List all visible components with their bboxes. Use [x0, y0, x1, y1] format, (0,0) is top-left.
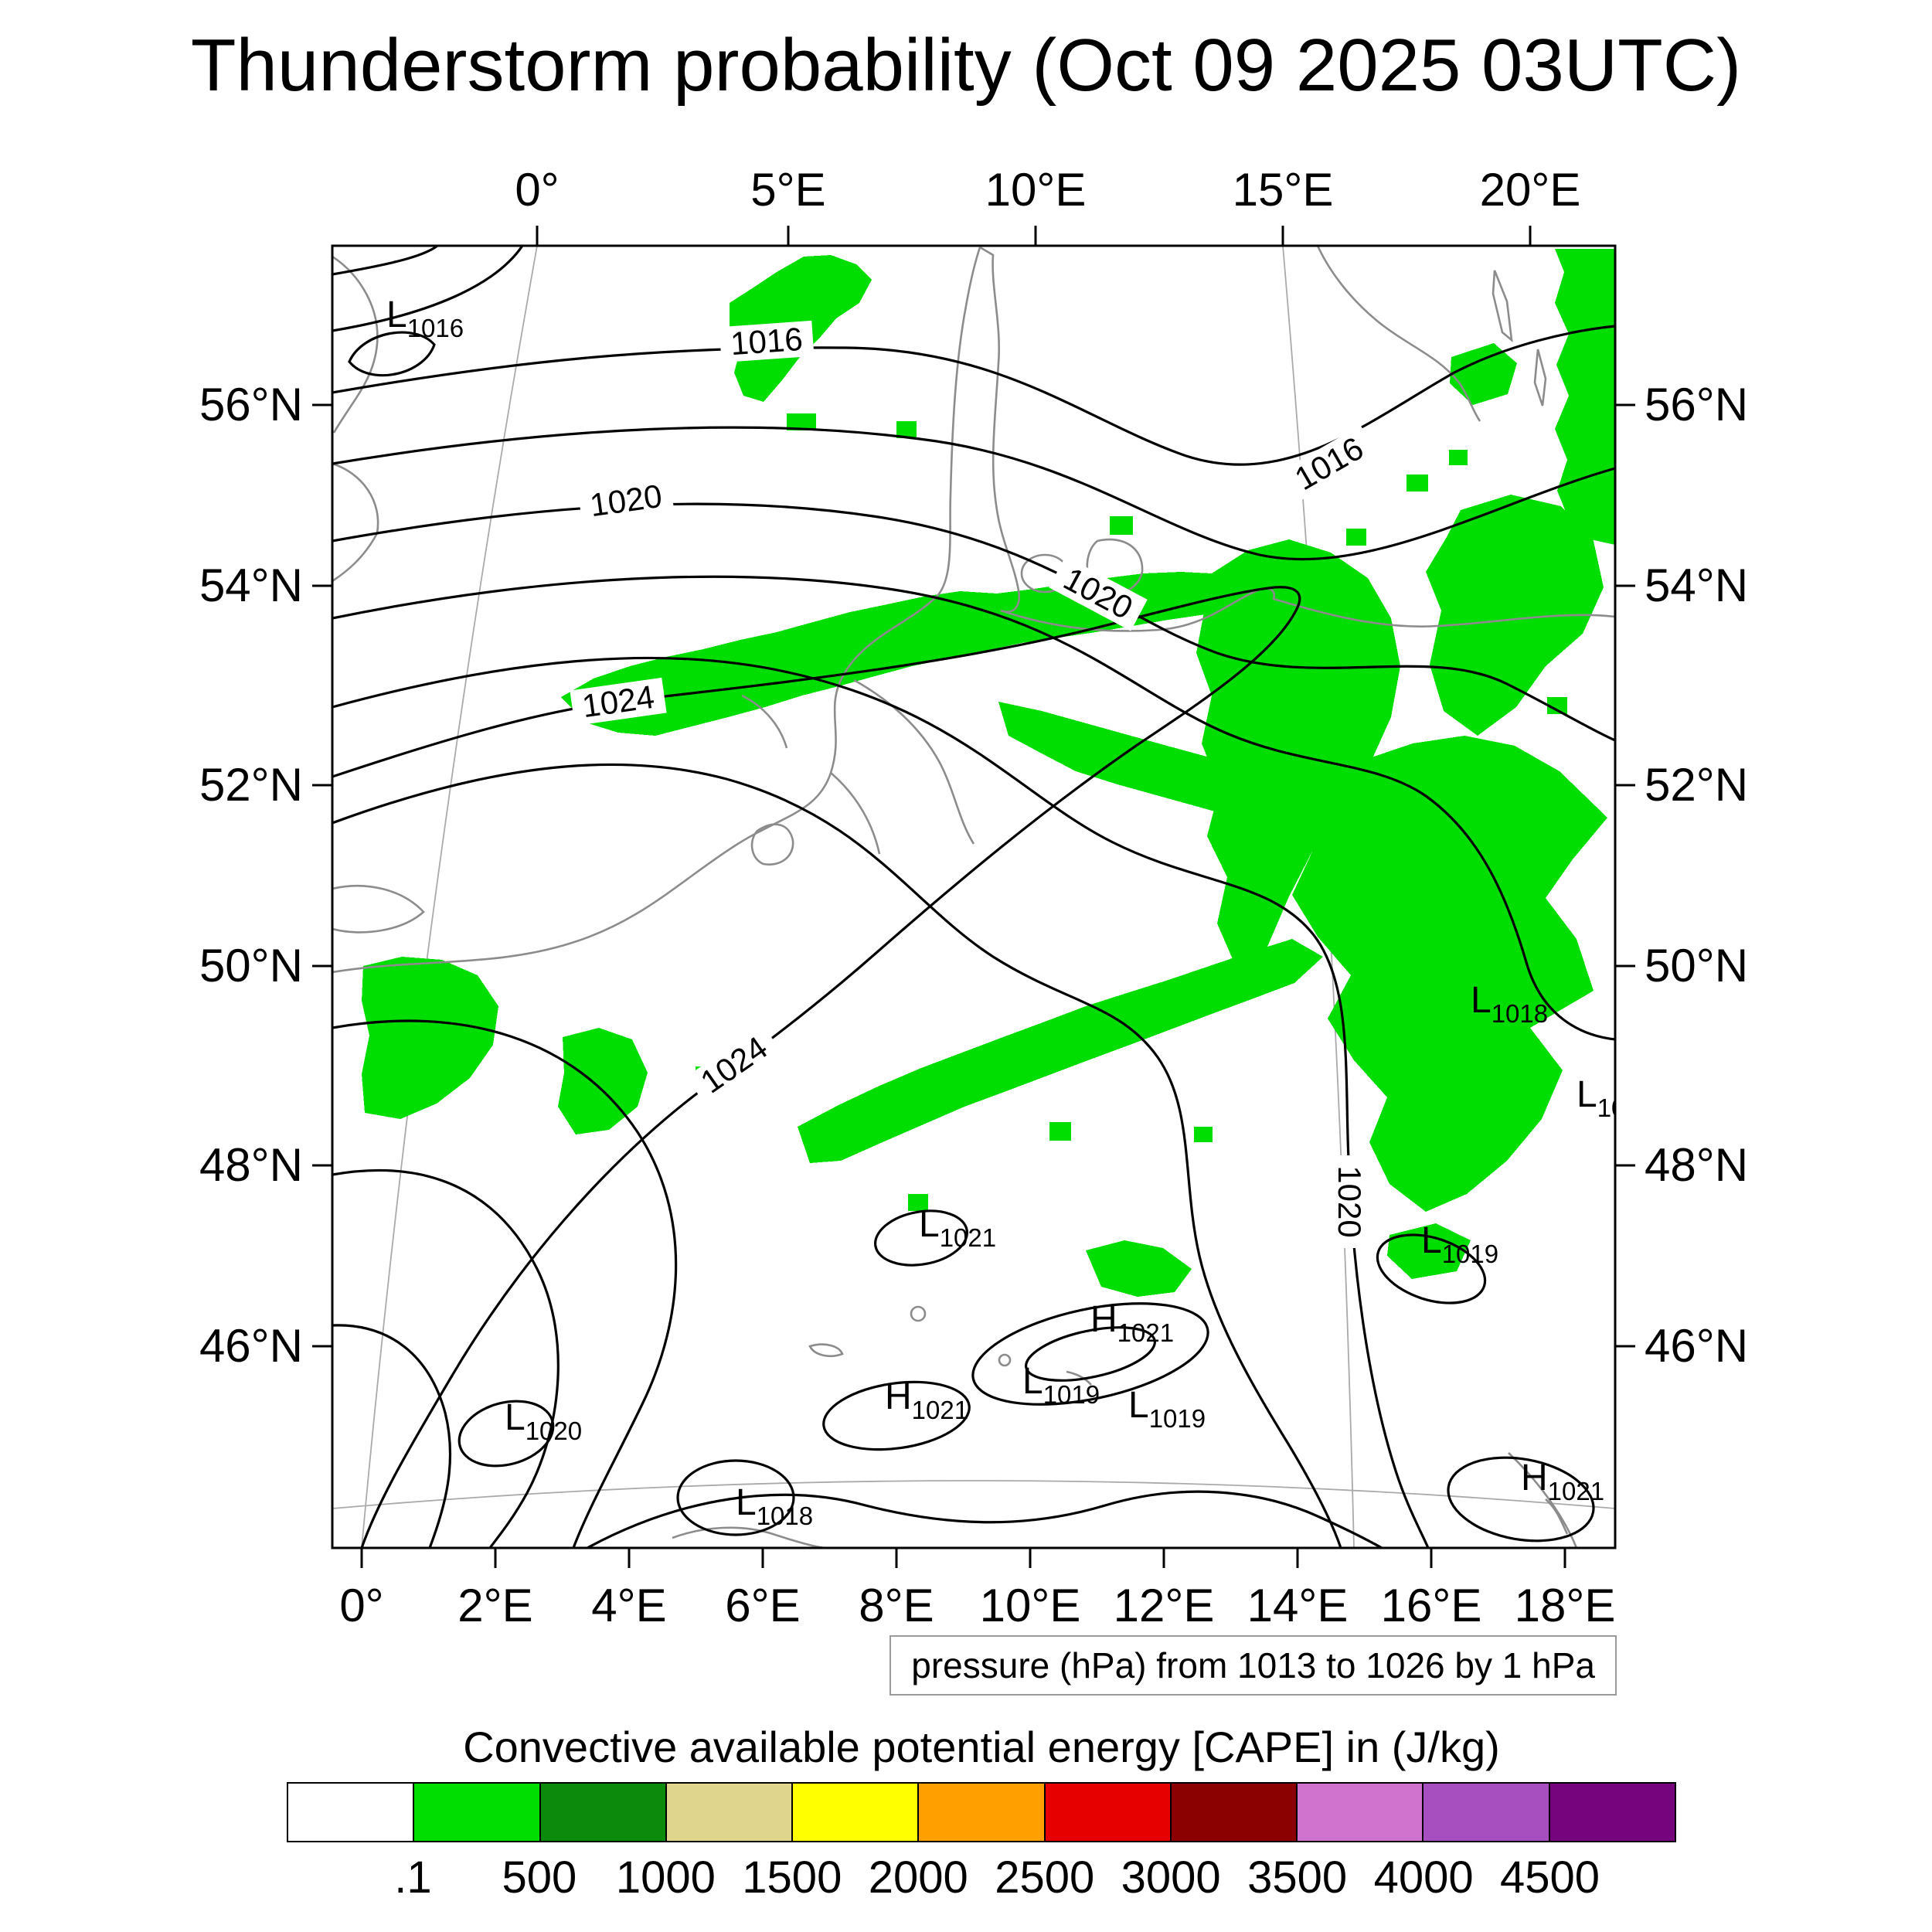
page-title: Thunderstorm probability (Oct 09 2025 03… [190, 24, 1742, 107]
colorbar-cell [666, 1784, 794, 1841]
pressure-caption: pressure (hPa) from 1013 to 1026 by 1 hP… [889, 1635, 1617, 1696]
right-axis-label: 54°N [1645, 560, 1748, 611]
top-axis-label: 10°E [985, 164, 1087, 216]
colorbar-tick-label: 2000 [868, 1852, 968, 1903]
colorbar-tick-label: 1000 [615, 1852, 716, 1903]
left-axis-label: 48°N [199, 1139, 303, 1191]
left-axis-label: 54°N [199, 560, 303, 611]
bottom-axis-label: 16°E [1381, 1580, 1482, 1631]
colorbar-tick-label: 1500 [742, 1852, 842, 1903]
isobar-label: 1016 [1280, 425, 1379, 502]
left-axis-label: 50°N [199, 940, 303, 992]
bottom-axis-label: 4°E [591, 1580, 666, 1631]
right-axis-ticks [1615, 403, 1635, 1348]
colorbar-tick-label: 500 [502, 1852, 577, 1903]
left-axis-labels: 56°N 54°N 52°N 50°N 48°N 46°N [199, 379, 303, 1372]
isobar-label: 1016 [719, 321, 815, 363]
pressure-centers: L1016 L1018 L10 L1021 L1019 H1021 L1019 … [386, 294, 1625, 1530]
pressure-center: H1021 [885, 1376, 968, 1424]
top-axis-label: 15°E [1233, 164, 1334, 216]
bottom-axis-label: 10°E [980, 1580, 1081, 1631]
bottom-axis-label: 18°E [1515, 1580, 1616, 1631]
right-axis-label: 46°N [1645, 1320, 1748, 1372]
pressure-center: L1019 [1022, 1361, 1100, 1409]
svg-text:1020: 1020 [1332, 1165, 1368, 1237]
top-axis-label: 0° [515, 164, 559, 216]
colorbar-cell [1549, 1784, 1675, 1841]
svg-text:1020: 1020 [587, 478, 664, 524]
bottom-axis-label: 6°E [725, 1580, 800, 1631]
colorbar-tick-label: 2500 [995, 1852, 1095, 1903]
left-axis-ticks [312, 403, 332, 1348]
map-frame [331, 244, 1617, 1549]
bottom-axis-ticks [360, 1548, 1566, 1568]
pressure-center: L1016 [386, 294, 464, 342]
left-axis-label: 56°N [199, 379, 303, 430]
colorbar-ticks: .1 500 1000 1500 2000 2500 3000 3500 4000 4500 [287, 1852, 1676, 1906]
isobar-label: 1020 [577, 476, 675, 526]
colorbar-tick-label: 3500 [1247, 1852, 1348, 1903]
isobar-labels: 1016 1020 1024 1016 1020 [570, 321, 1379, 1248]
colorbar-cell [414, 1784, 541, 1841]
bottom-axis-label: 2°E [457, 1580, 532, 1631]
svg-text:1016: 1016 [730, 321, 804, 362]
colorbar-tick-label: 3000 [1121, 1852, 1221, 1903]
bottom-axis-label: 8°E [859, 1580, 934, 1631]
bottom-axis-label: 12°E [1114, 1580, 1215, 1631]
colorbar-title: Convective available potential energy [C… [463, 1723, 1500, 1771]
colorbar-tick-label: 4500 [1500, 1852, 1600, 1903]
pressure-center: H1021 [1090, 1299, 1174, 1347]
colorbar-cell [540, 1784, 667, 1841]
pressure-center: L1018 [736, 1482, 813, 1530]
bottom-axis-labels: 0° 2°E 4°E 6°E 8°E 10°E 12°E 14°E 16°E 1… [339, 1580, 1615, 1631]
pressure-center: L1019 [1421, 1220, 1498, 1268]
top-axis-labels: 0° 5°E 10°E 15°E 20°E [515, 164, 1580, 216]
isobar-label: 1024 [685, 1023, 783, 1107]
colorbar-tick-label: .1 [394, 1852, 432, 1903]
right-axis-labels: 56°N 54°N 52°N 50°N 48°N 46°N [1645, 379, 1748, 1372]
bottom-axis-label: 0° [339, 1580, 383, 1631]
colorbar-cell [1298, 1784, 1424, 1841]
colorbar-tick-label: 4000 [1373, 1852, 1474, 1903]
left-axis-label: 52°N [199, 759, 303, 811]
right-axis-label: 56°N [1645, 379, 1748, 430]
top-axis-label: 20°E [1480, 164, 1581, 216]
colorbar-cell [919, 1784, 1046, 1841]
top-axis-ticks [536, 226, 1532, 246]
colorbar-cell [793, 1784, 920, 1841]
pressure-center: L10 [1577, 1074, 1625, 1122]
top-axis-label: 5°E [750, 164, 825, 216]
pressure-center: L1019 [1128, 1385, 1206, 1433]
right-axis-label: 50°N [1645, 940, 1748, 992]
isobar-label: 1024 [570, 677, 667, 726]
pressure-center: L1018 [1471, 980, 1548, 1028]
colorbar-cell [288, 1784, 415, 1841]
right-axis-label: 48°N [1645, 1139, 1748, 1191]
cape-colorbar [287, 1782, 1676, 1842]
colorbar-cell [1423, 1784, 1550, 1841]
pressure-center: L1020 [505, 1397, 582, 1445]
pressure-center: L1021 [919, 1204, 996, 1252]
bottom-axis-label: 14°E [1247, 1580, 1349, 1631]
colorbar-cell [1171, 1784, 1298, 1841]
isobar-contours [332, 246, 1615, 1548]
right-axis-label: 52°N [1645, 759, 1748, 811]
left-axis-label: 46°N [199, 1320, 303, 1372]
cape-shading [362, 249, 1615, 1297]
pressure-center: H1021 [1521, 1458, 1604, 1505]
isobar-label: 1020 [1332, 1155, 1368, 1248]
colorbar-cell [1045, 1784, 1172, 1841]
